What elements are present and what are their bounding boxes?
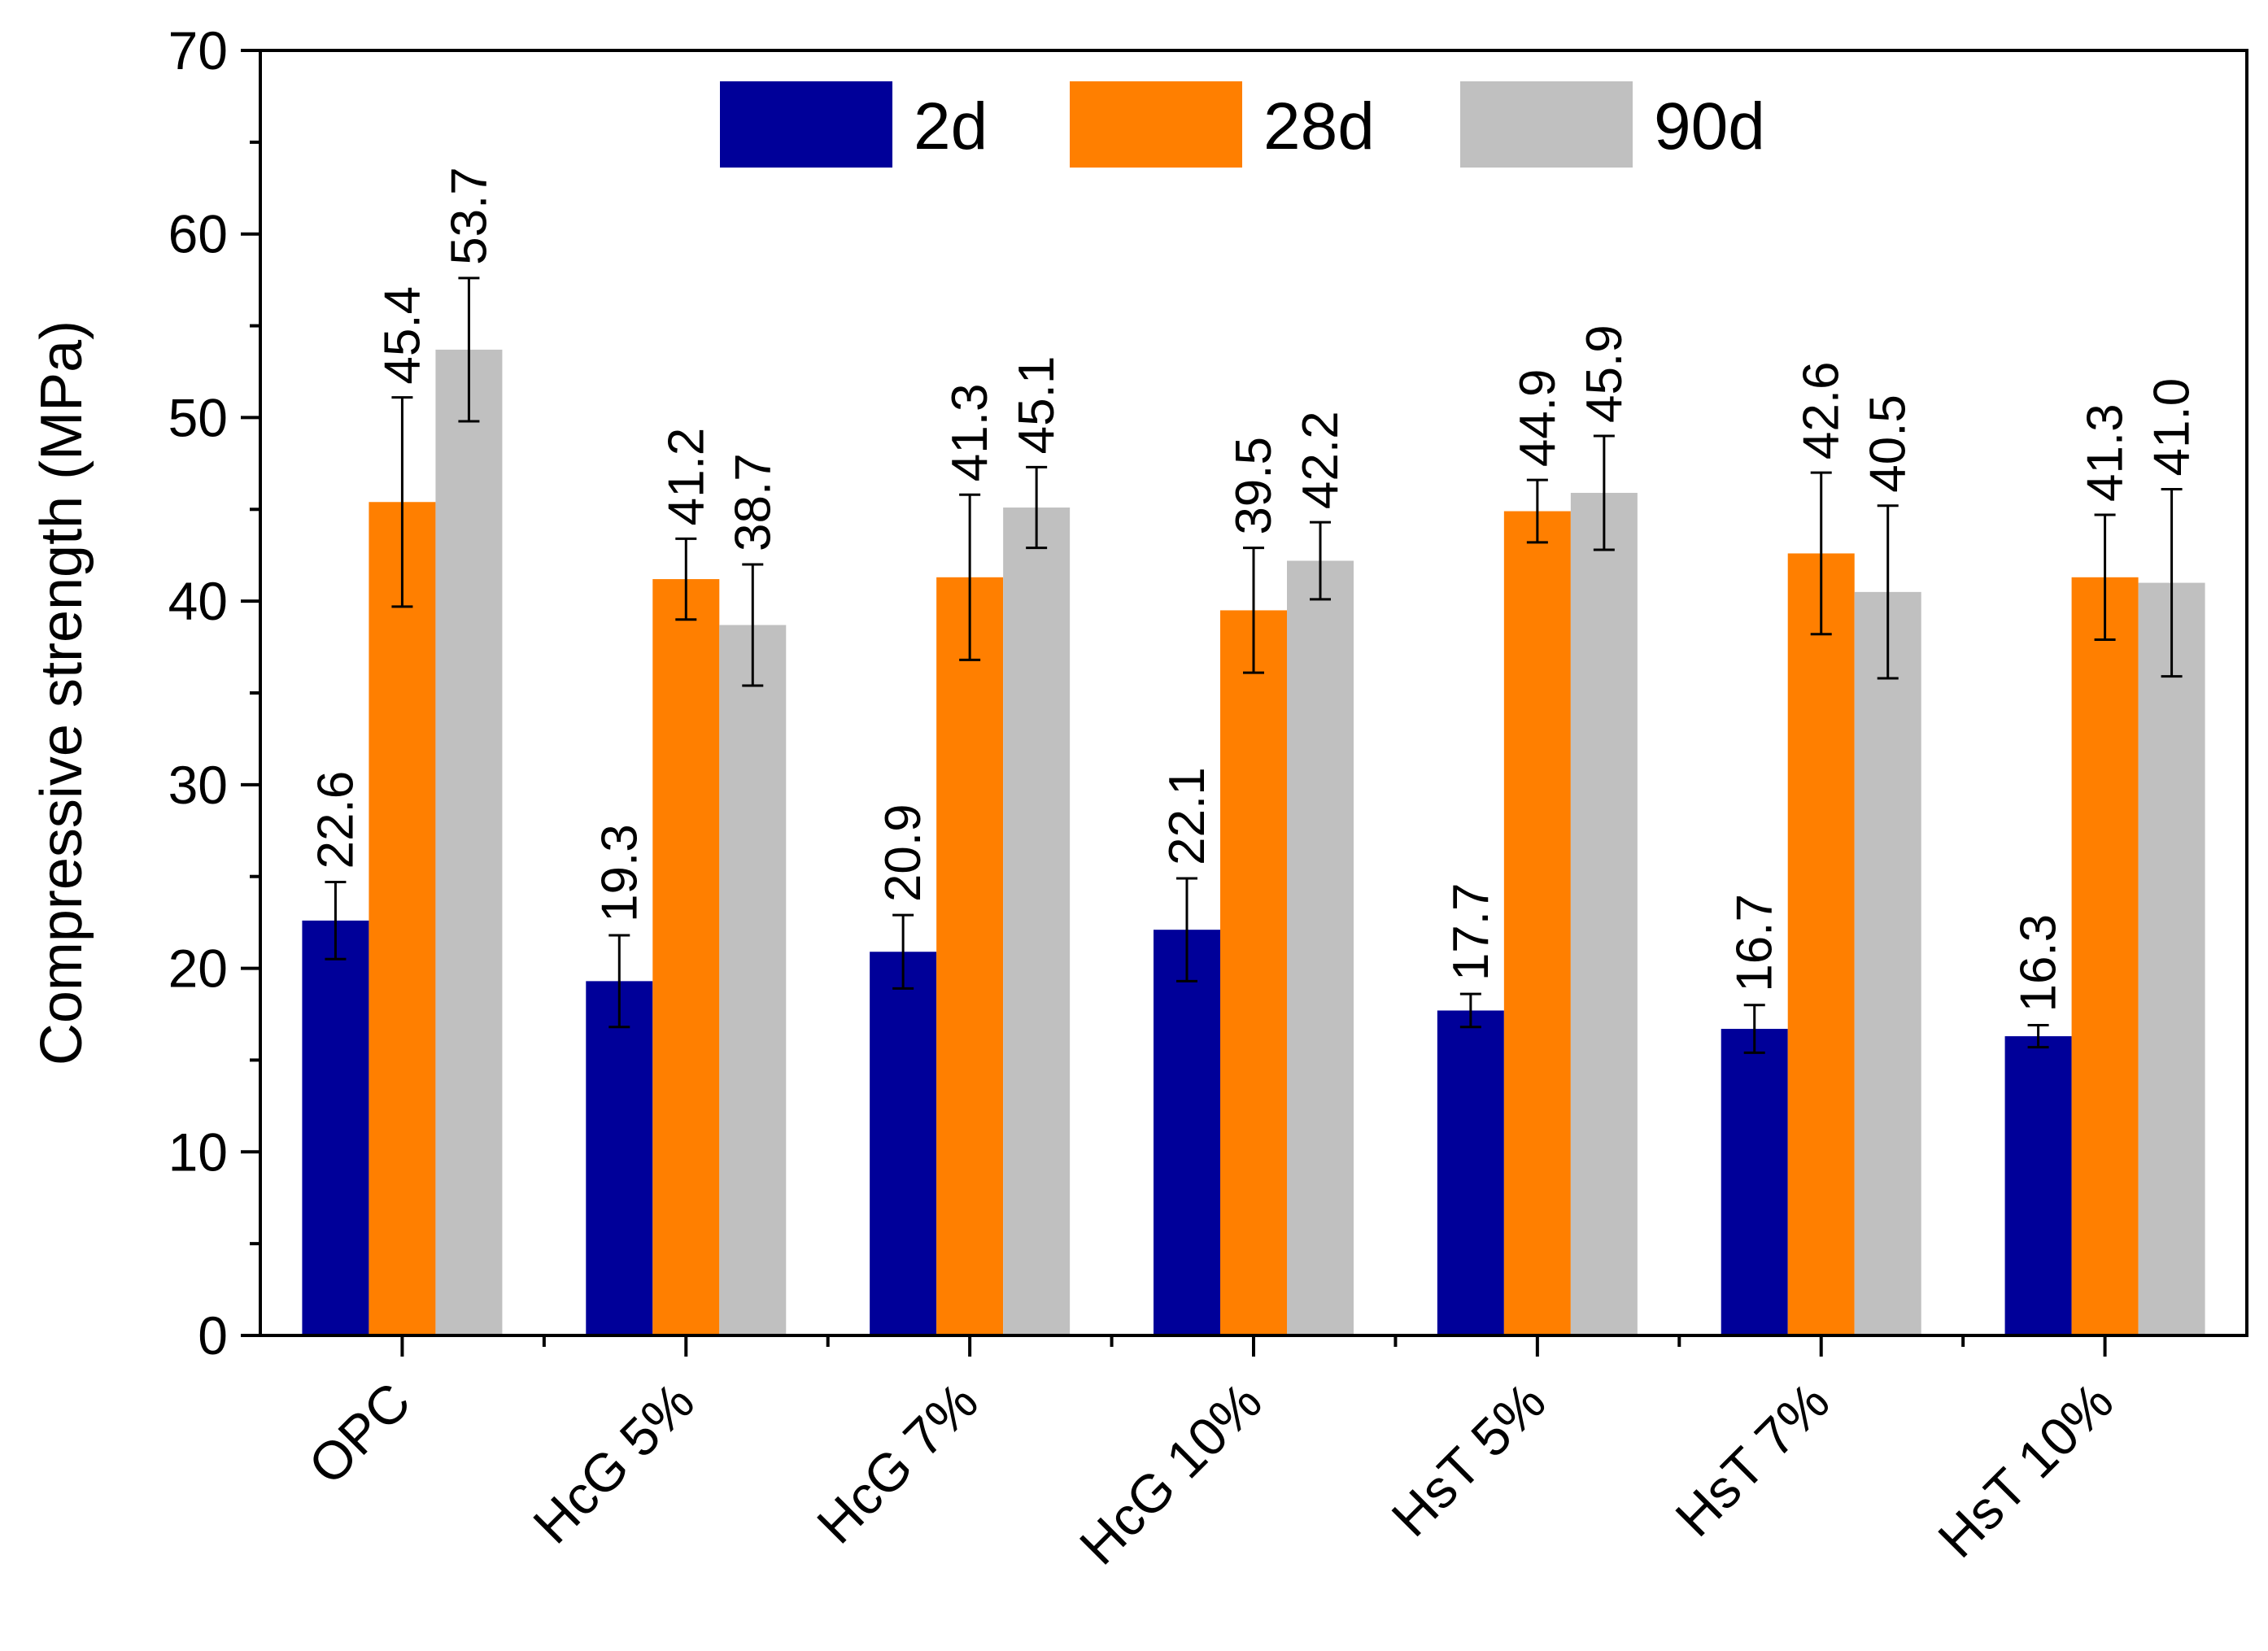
bar-90d	[1003, 507, 1071, 1335]
legend-swatch-90d	[1460, 81, 1633, 168]
bar-2d	[870, 952, 937, 1335]
bar-28d	[936, 577, 1004, 1335]
error-bars	[325, 277, 2183, 1054]
bar-2d	[302, 920, 369, 1335]
bar-90d	[435, 349, 503, 1335]
bar-90d	[719, 625, 787, 1335]
plot-frame	[259, 49, 2248, 1337]
category-label: HcG 7%	[805, 1371, 989, 1555]
category-labels: OPC HcG 5% HcG 7% HcG 10% HsT 5% HsT 7% HsT 10…	[297, 1371, 2125, 1576]
bar-2d	[1154, 930, 1220, 1335]
data-labels: 22.6 19.3 20.9 22.1 17.7 16.7 16.3 45.4 41.2 41.3…	[307, 167, 2200, 1012]
category-label: HsT 5%	[1380, 1371, 1556, 1548]
bar-2d	[2004, 1036, 2072, 1335]
y-tick-label: 60	[168, 204, 228, 264]
data-label-2d: 20.9	[875, 804, 931, 902]
category-label: HcG 10%	[1068, 1371, 1273, 1576]
y-tick-label: 30	[168, 755, 228, 815]
data-label-90d: 40.5	[1860, 394, 1917, 493]
category-label: OPC	[297, 1371, 421, 1496]
data-label-2d: 16.3	[2011, 914, 2067, 1013]
data-label-28d: 42.6	[1794, 361, 1850, 460]
data-label-90d: 41.0	[2144, 378, 2200, 477]
bar-28d	[1503, 511, 1571, 1335]
data-label-90d: 45.9	[1577, 325, 1633, 423]
bar-28d	[2071, 577, 2139, 1335]
bar-2d	[1721, 1029, 1788, 1335]
data-label-28d: 41.2	[658, 428, 714, 526]
y-tick-label: 70	[168, 20, 228, 81]
category-label: HsT 7%	[1664, 1371, 1840, 1548]
data-label-90d: 38.7	[725, 453, 781, 551]
legend: 2d 28d 90d	[720, 81, 1765, 168]
bar-90d	[1570, 492, 1638, 1335]
category-label: HsT 10%	[1926, 1371, 2124, 1569]
y-tick-label: 40	[168, 571, 228, 631]
data-label-2d: 22.6	[307, 771, 364, 869]
data-label-28d: 44.9	[1510, 368, 1566, 467]
y-tick-label: 0	[198, 1305, 228, 1366]
data-label-28d: 39.5	[1226, 437, 1282, 535]
data-label-90d: 42.2	[1293, 411, 1349, 509]
bar-28d	[652, 579, 720, 1335]
bar-series	[302, 349, 2205, 1336]
legend-label-28d: 28d	[1263, 89, 1375, 163]
bar-90d	[1854, 591, 1921, 1335]
data-label-90d: 45.1	[1009, 356, 1065, 455]
bar-2d	[1437, 1010, 1504, 1335]
data-label-28d: 41.3	[2078, 403, 2134, 502]
legend-label-2d: 2d	[914, 89, 988, 163]
bar-90d	[2138, 582, 2205, 1335]
legend-swatch-2d	[720, 81, 892, 168]
y-tick-label: 10	[168, 1122, 228, 1182]
bar-28d	[1220, 610, 1287, 1335]
bar-28d	[1787, 553, 1855, 1335]
legend-swatch-28d	[1070, 81, 1242, 168]
y-tick-label: 50	[168, 387, 228, 447]
data-label-2d: 17.7	[1443, 882, 1499, 981]
category-label: HcG 5%	[521, 1371, 705, 1555]
x-axis-ticks	[400, 1335, 2107, 1357]
data-label-90d: 53.7	[441, 167, 497, 265]
y-tick-label: 20	[168, 939, 228, 999]
y-axis-title: Compressive strength (MPa)	[29, 320, 94, 1065]
legend-label-90d: 90d	[1654, 89, 1765, 163]
data-label-2d: 19.3	[591, 824, 648, 922]
y-axis-ticks: 0 10 20 30 40 50 60 70	[168, 20, 260, 1366]
bar-90d	[1287, 560, 1354, 1335]
data-label-28d: 41.3	[942, 384, 998, 482]
bar-2d	[586, 981, 653, 1335]
data-label-2d: 22.1	[1159, 767, 1215, 865]
data-label-28d: 45.4	[374, 286, 430, 385]
bar-28d	[369, 502, 436, 1336]
data-label-2d: 16.7	[1727, 894, 1783, 992]
